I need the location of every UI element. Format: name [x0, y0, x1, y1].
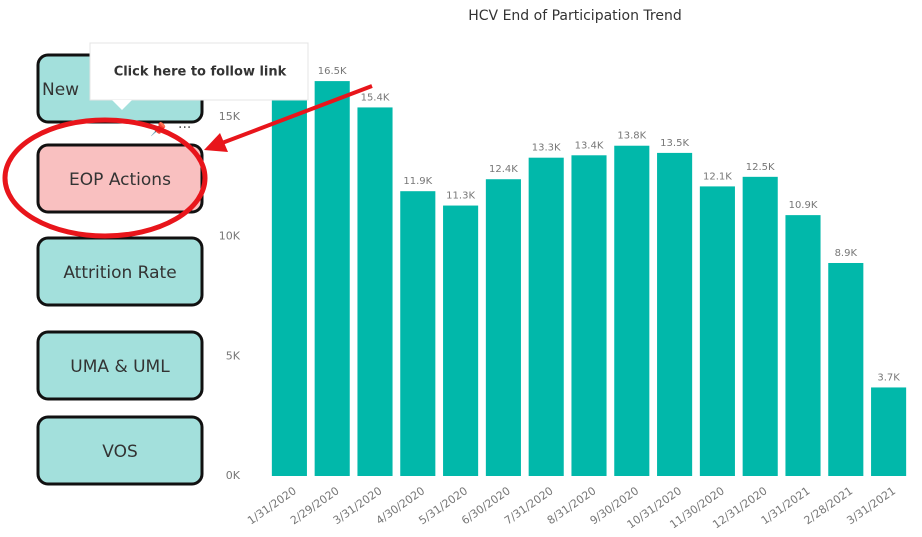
button-panel: New EOP Actions Attrition Rate UMA & UML VOS [36, 53, 204, 486]
value-label: 11.3K [446, 191, 475, 202]
value-label: 13.5K [660, 138, 689, 149]
bar [828, 262, 864, 476]
value-label: 13.3K [532, 143, 561, 154]
nav-button-label[interactable]: EOP Actions [69, 170, 171, 190]
bar [785, 215, 821, 477]
tooltip: Click here to follow link [89, 42, 309, 110]
value-label: 12.4K [489, 164, 518, 175]
value-label: 8.9K [835, 248, 858, 259]
bar [742, 176, 778, 477]
tooltip-box [89, 42, 309, 101]
bar [400, 191, 436, 476]
value-label: 12.1K [703, 171, 732, 182]
bar [271, 97, 307, 476]
arrow-head [204, 133, 228, 152]
bar [871, 387, 907, 476]
nav-button[interactable] [36, 143, 204, 214]
tooltip-text: Click here to follow link [114, 65, 287, 80]
bar [357, 107, 393, 476]
bar [614, 145, 650, 476]
value-label: 3.7K [877, 372, 900, 383]
value-label: 10.9K [789, 200, 818, 211]
y-tick-label: 15K [219, 110, 241, 123]
bar [699, 186, 735, 476]
value-label: 16.5K [318, 66, 347, 77]
bar [571, 155, 607, 476]
nav-button[interactable] [36, 236, 204, 307]
nav-button-label[interactable]: UMA & UML [70, 357, 170, 377]
x-tick-label: 3/31/2021 [844, 484, 898, 527]
value-label: 15.4K [361, 92, 390, 103]
value-label: 12.5K [746, 162, 775, 173]
value-label: 13.4K [575, 140, 604, 151]
bar [314, 81, 350, 476]
y-tick-label: 5K [226, 349, 241, 362]
highlight-circle [2, 117, 208, 239]
nav-button-label[interactable]: VOS [102, 442, 138, 462]
y-tick-label: 10K [219, 230, 241, 243]
bar [443, 205, 479, 476]
bar [657, 152, 693, 476]
arrow-shaft [221, 84, 373, 145]
nav-button[interactable] [36, 415, 204, 486]
bar [485, 179, 521, 476]
chart-title: HCV End of Participation Trend [468, 8, 682, 24]
more-icon[interactable]: ··· [178, 120, 191, 136]
value-label: 13.8K [617, 131, 646, 142]
value-label: 11.9K [403, 176, 432, 187]
nav-button-label[interactable]: Attrition Rate [63, 263, 176, 283]
y-tick-label: 0K [226, 469, 241, 482]
nav-button-label[interactable]: New [42, 80, 79, 100]
bar [528, 157, 564, 477]
nav-button[interactable] [36, 330, 204, 401]
tooltip-pointer [112, 100, 132, 110]
